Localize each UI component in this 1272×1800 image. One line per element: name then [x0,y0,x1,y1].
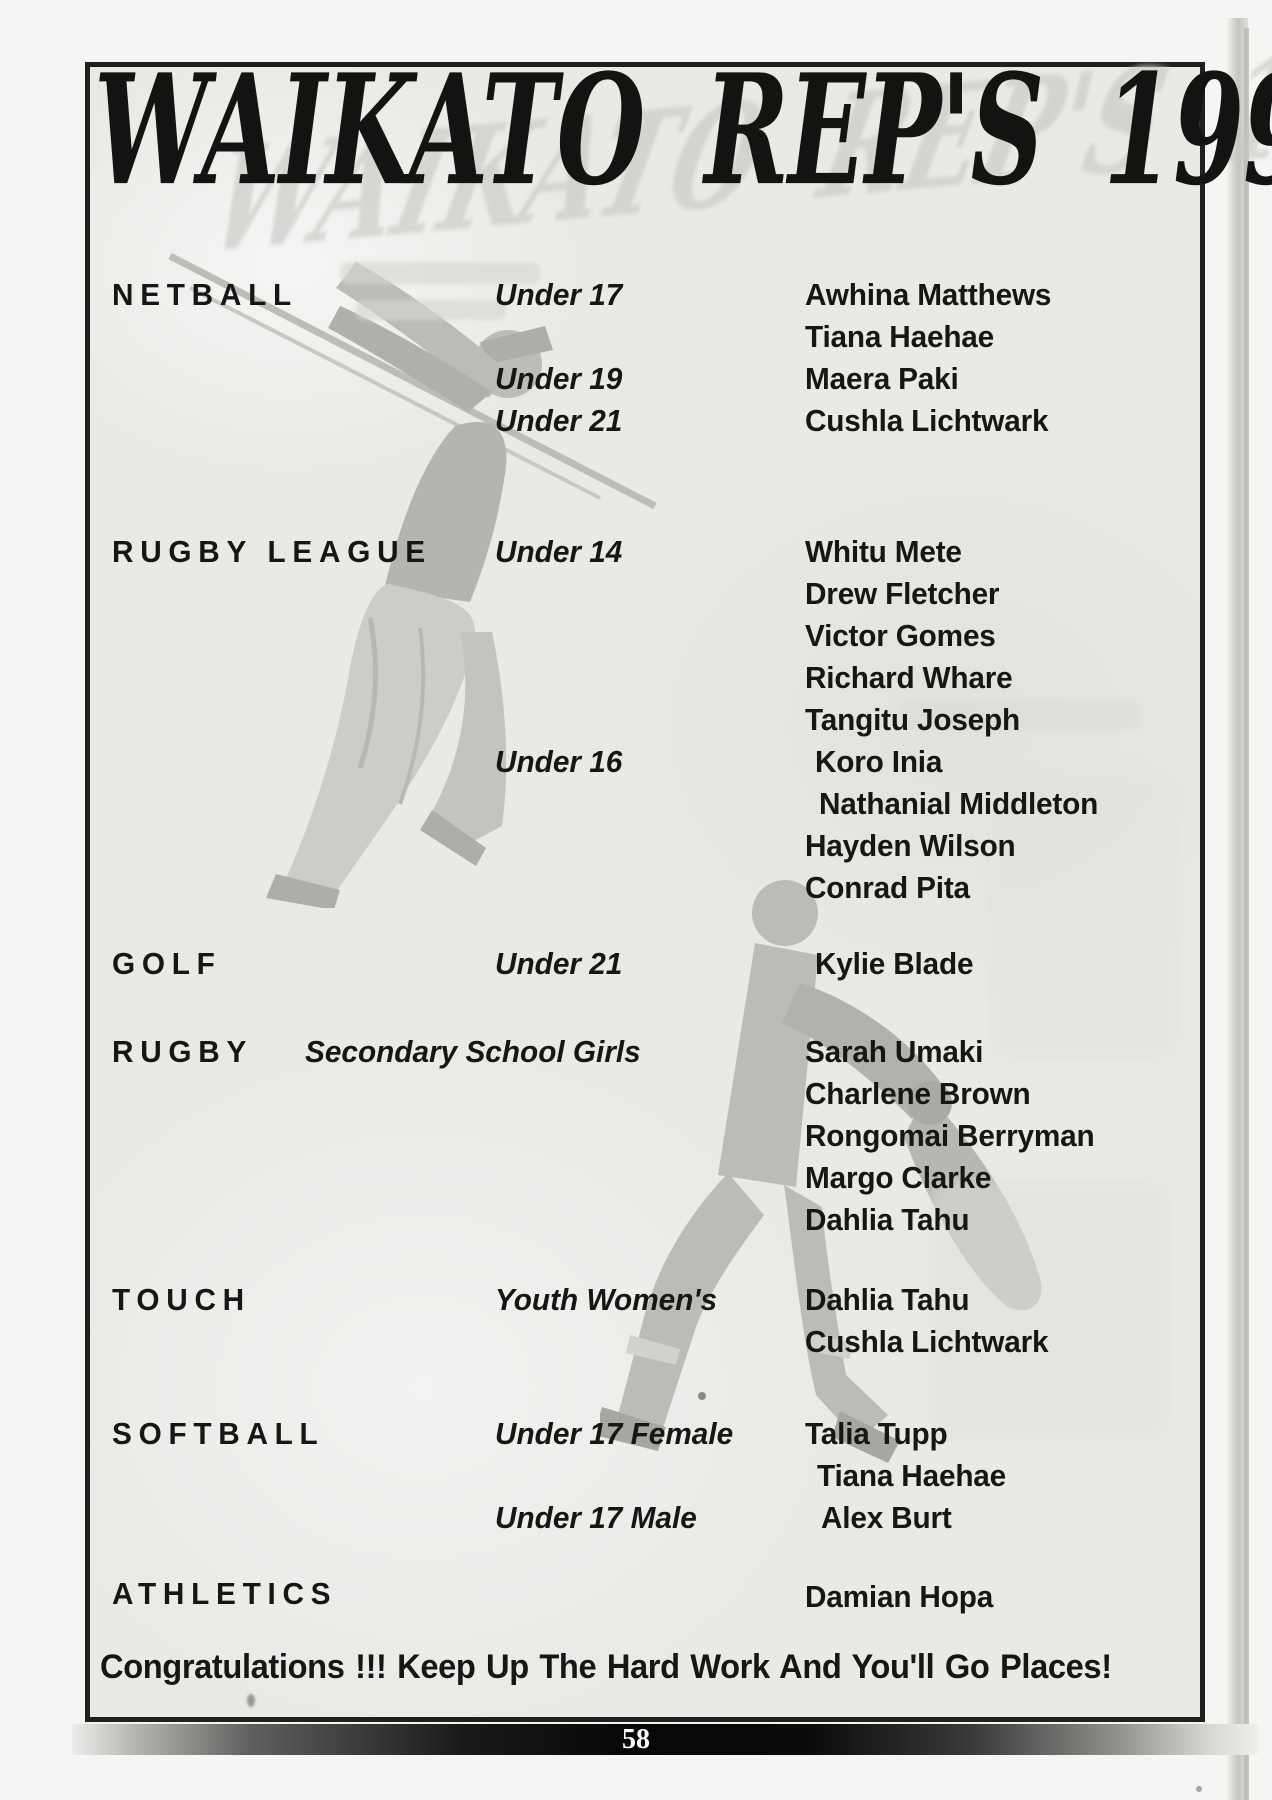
footer-bar: 58 [72,1724,1258,1755]
sport-label-netball: NETBALL [112,277,298,312]
player-name: Charlene Brown [805,1076,1031,1111]
player-name: Hayden Wilson [805,828,1016,863]
division-label: Youth Women's [495,1282,718,1317]
sport-label-rugby-league: RUGBY LEAGUE [112,534,432,569]
player-name: Conrad Pita [805,870,970,905]
player-name: Koro Inia [815,744,943,779]
sport-label-golf: GOLF [112,946,222,981]
print-bleed-blob [990,770,1180,1060]
player-name: Richard Whare [805,660,1013,695]
player-name: Maera Paki [805,361,959,396]
player-name: Whitu Mete [805,534,962,569]
scan-speck [698,1392,706,1400]
print-bleed-mark [356,300,506,320]
player-name: Tangitu Joseph [805,702,1021,737]
page-title: WAIKATO REP'S 1997 [94,40,1272,220]
player-name: Talia Tupp [805,1416,948,1451]
scan-speck [247,1694,255,1707]
player-name: Victor Gomes [805,618,996,653]
player-name: Rongomai Berryman [805,1118,1095,1153]
print-bleed-blob [930,1180,1170,1440]
division-label: Secondary School Girls [305,1034,641,1069]
player-name: Tiana Haehae [805,319,995,354]
division-label: Under 21 [495,403,623,438]
player-name: Nathanial Middleton [819,786,1099,821]
player-name: Awhina Matthews [805,277,1052,312]
player-name: Dahlia Tahu [805,1282,970,1317]
footer-message: Congratulations !!! Keep Up The Hard Wor… [100,1648,1112,1686]
player-name: Tiana Haehae [817,1458,1007,1493]
scan-speck [1196,1786,1202,1792]
player-name: Drew Fletcher [805,576,1000,611]
page-number: 58 [622,1723,650,1755]
player-name: Cushla Lichtwark [805,1324,1049,1359]
division-label: Under 14 [495,534,623,569]
player-name: Alex Burt [821,1500,952,1535]
page-edge-line [1244,28,1249,1800]
print-bleed-mark [340,262,540,284]
division-label: Under 21 [495,946,623,981]
division-label: Under 17 Male [495,1500,697,1535]
page-edge-shadow [1226,18,1248,1800]
division-label: Under 16 [495,744,623,779]
sport-label-touch: TOUCH [112,1282,251,1317]
player-name: Kylie Blade [815,946,974,981]
golfer-icon [168,252,657,908]
player-name: Dahlia Tahu [805,1202,970,1237]
player-name: Damian Hopa [805,1579,994,1614]
sport-label-athletics: ATHLETICS [112,1576,338,1611]
player-name: Cushla Lichtwark [805,403,1049,438]
division-label: Under 17 Female [495,1416,734,1451]
division-label: Under 19 [495,361,623,396]
print-bleed-mark [900,700,1140,730]
player-name: Margo Clarke [805,1160,992,1195]
division-label: Under 17 [495,277,623,312]
sport-label-rugby: RUGBY [112,1034,254,1069]
sport-label-softball: SOFTBALL [112,1416,325,1451]
player-name: Sarah Umaki [805,1034,984,1069]
